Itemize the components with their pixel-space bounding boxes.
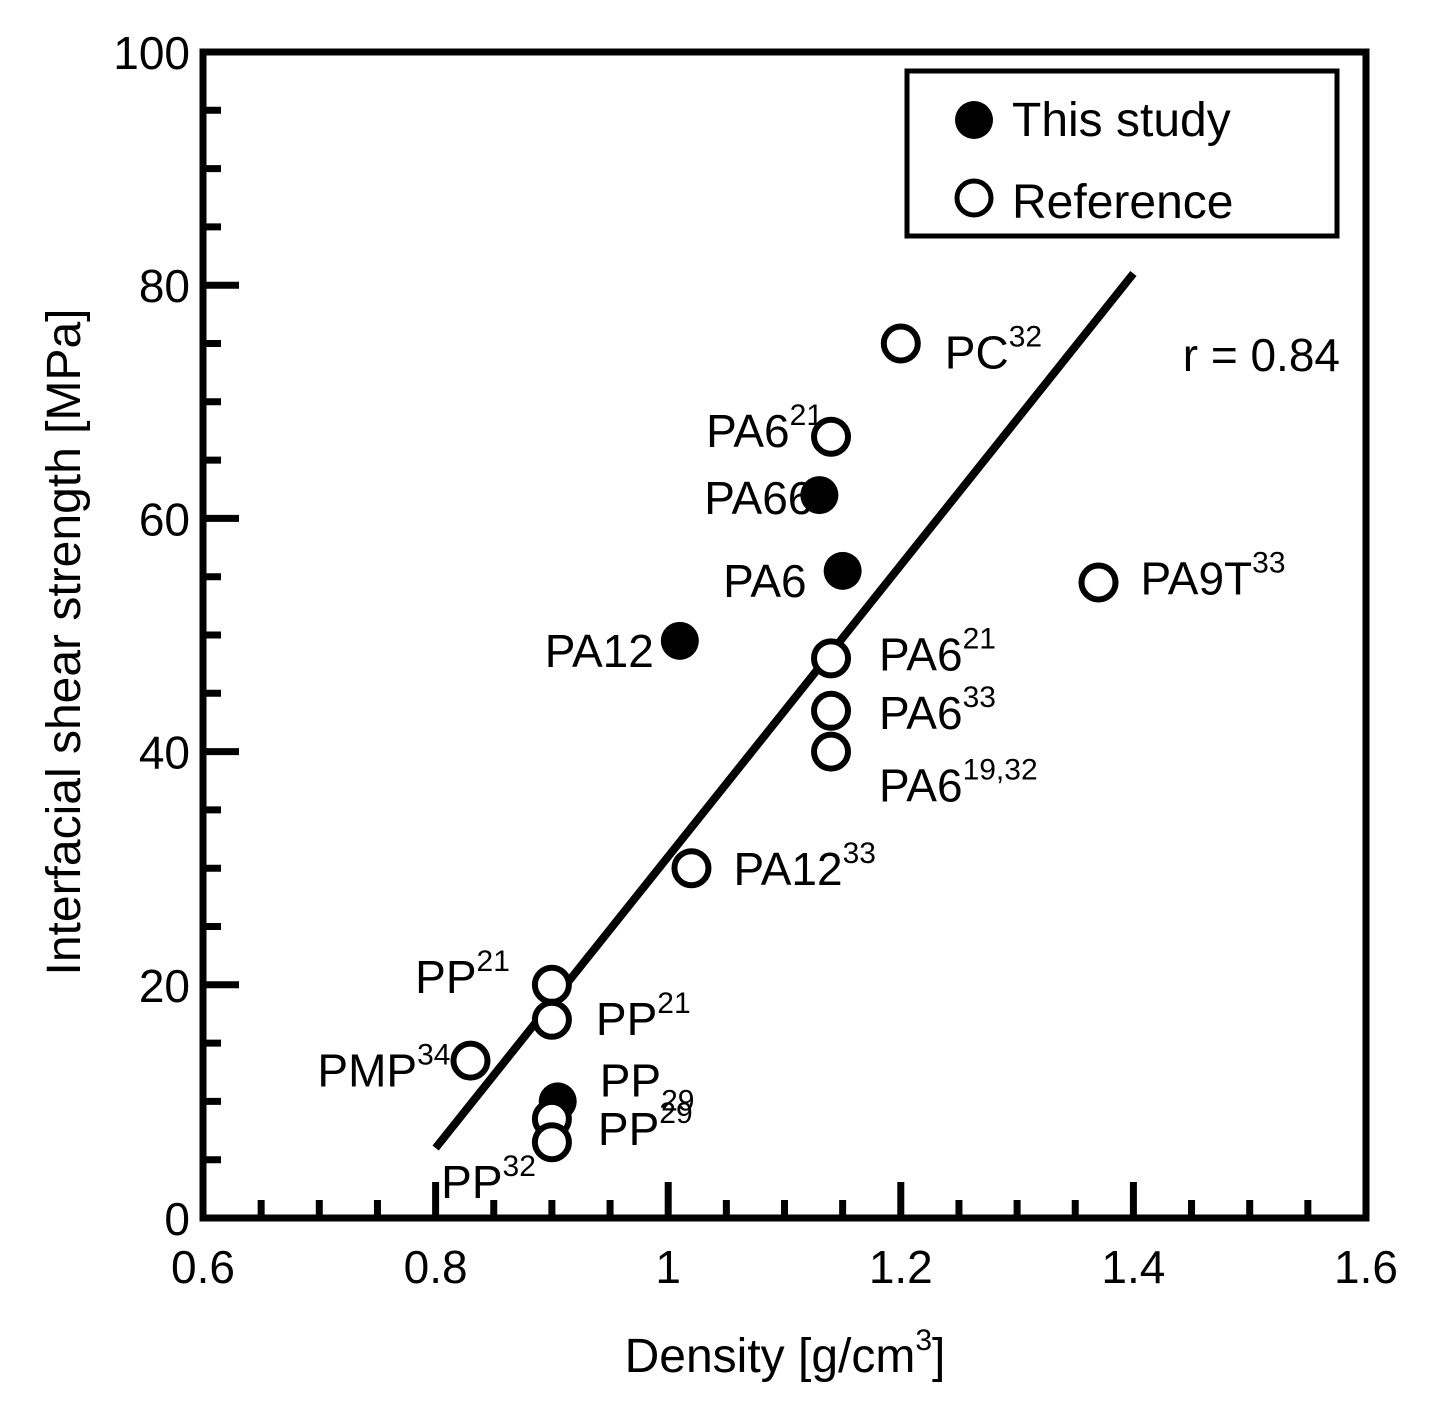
point-label: PA621: [879, 622, 996, 680]
plot-frame: [199, 48, 1370, 1222]
point-label: PP29: [600, 1054, 695, 1117]
correlation-annotation: r = 0.84: [1183, 329, 1340, 381]
legend: This study Reference: [904, 68, 1340, 239]
point-reference: [531, 999, 572, 1040]
point-label: PA9T33: [1141, 547, 1286, 605]
point-label: PP32: [441, 1150, 536, 1208]
y-tick-label: 40: [139, 727, 190, 779]
y-axis-title: Interfacial shear strength [MPa]: [38, 309, 91, 976]
point-label: PP21: [596, 987, 691, 1045]
point-label: PA6: [723, 555, 807, 607]
x-tick-label: 0.8: [404, 1241, 468, 1293]
point-reference: [531, 964, 572, 1005]
y-tick-label: 60: [139, 493, 190, 545]
x-axis-title: Density [g/cm3]: [625, 1324, 946, 1383]
point-label: PA12: [545, 625, 654, 677]
point-this-study: [660, 621, 699, 660]
point-reference: [880, 323, 921, 364]
point-label: PP21: [415, 945, 510, 1003]
point-this-study: [823, 551, 862, 590]
point-reference: [811, 416, 852, 457]
point-this-study: [800, 476, 839, 515]
data-points: [450, 323, 1119, 1163]
point-reference: [811, 690, 852, 731]
point-label: PP29: [598, 1097, 693, 1155]
legend-marker-this-study: [955, 101, 993, 139]
point-labels: PA66PA6PA12PP29PC32PA621PA9T33PA621PA633…: [317, 321, 1285, 1209]
point-reference: [531, 1122, 572, 1163]
point-label: PMP34: [317, 1039, 450, 1097]
point-label: PA619,32: [879, 754, 1038, 812]
x-tick-label: 1.4: [1101, 1241, 1165, 1293]
y-tick-label: 20: [139, 960, 190, 1012]
legend-label-this-study: This study: [1012, 94, 1231, 147]
x-tick-label: 1.2: [869, 1241, 933, 1293]
y-tick-label: 0: [164, 1193, 190, 1245]
legend-label-reference: Reference: [1012, 176, 1233, 229]
point-label: PC32: [945, 321, 1042, 379]
y-tick-label: 100: [113, 27, 190, 79]
point-reference: [671, 848, 712, 889]
point-label: PA633: [879, 681, 996, 739]
point-label: PA621: [706, 399, 823, 457]
x-tick-label: 1.6: [1334, 1241, 1398, 1293]
legend-marker-reference: [954, 178, 994, 218]
x-tick-label: 0.6: [171, 1241, 235, 1293]
point-reference: [1078, 562, 1119, 603]
y-tick-label: 80: [139, 260, 190, 312]
tick-labels: 0.6 0.8 1 1.2 1.4 1.6 0 20 40 60 80 100: [113, 27, 1398, 1293]
x-tick-label: 1: [655, 1241, 681, 1293]
point-label: PA1233: [733, 837, 876, 895]
point-reference: [811, 638, 852, 679]
point-reference: [811, 731, 852, 772]
point-reference: [450, 1040, 491, 1081]
point-label: PA66: [704, 472, 813, 524]
